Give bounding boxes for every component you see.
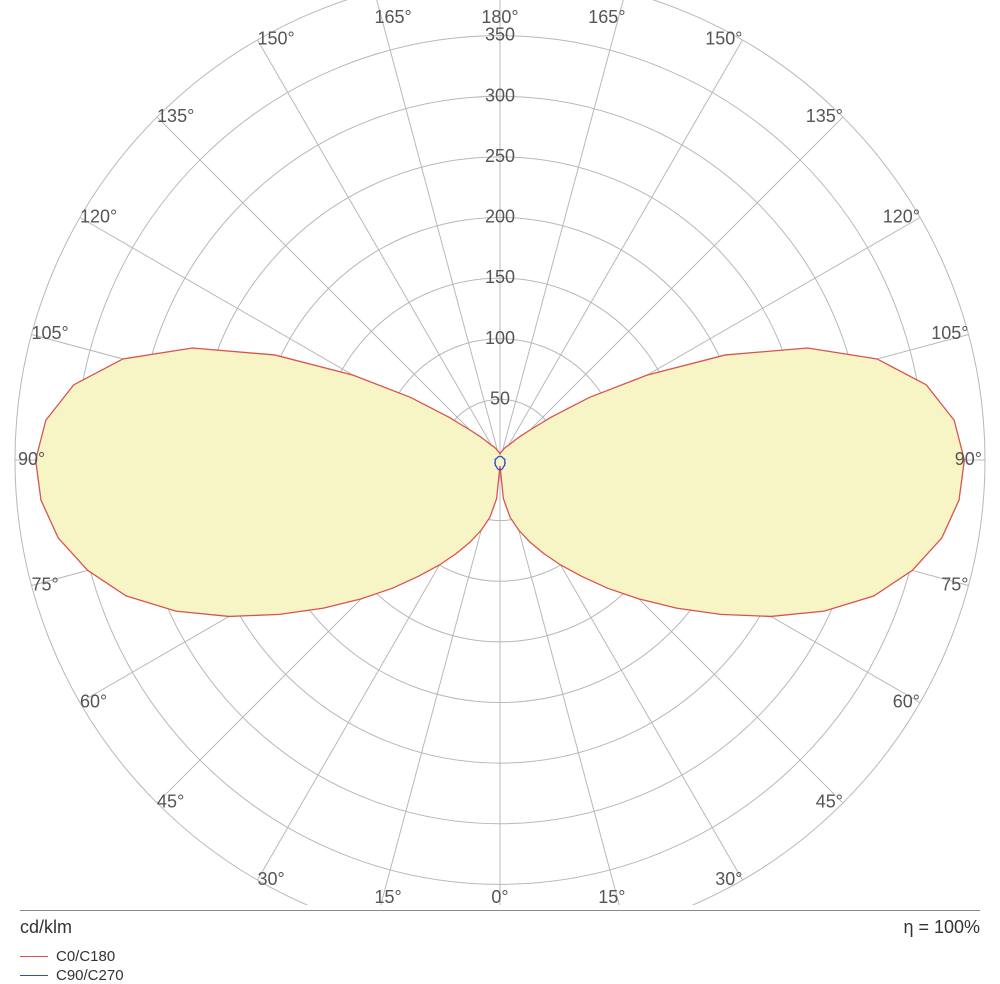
legend: C0/C180 C90/C270 — [20, 948, 1000, 984]
r-axis-label: 200 — [485, 207, 515, 227]
footer-right-label: η = 100% — [903, 917, 980, 938]
legend-swatch — [20, 975, 48, 976]
angle-axis-label: 90° — [955, 449, 982, 469]
angle-axis-label: 15° — [374, 887, 401, 905]
polar-chart-container: 50 100 150 200 250 300 350 0° 15° 15° 30° 30° 45° 45°… — [0, 0, 1000, 983]
angle-axis-label: 75° — [32, 574, 59, 594]
angle-axis-label: 180° — [481, 7, 518, 27]
legend-item-c0_c180: C0/C180 — [20, 948, 1000, 965]
angle-axis-label: 150° — [705, 29, 742, 49]
angle-axis-label: 0° — [491, 887, 508, 905]
angle-axis-label: 30° — [258, 869, 285, 889]
angle-axis-label: 135° — [806, 106, 843, 126]
angle-axis-label: 150° — [258, 29, 295, 49]
angle-axis-label: 90° — [18, 449, 45, 469]
angle-axis-label: 120° — [883, 206, 920, 226]
legend-item-c90_c270: C90/C270 — [20, 967, 1000, 984]
angle-axis-label: 15° — [598, 887, 625, 905]
legend-swatch — [20, 956, 48, 957]
legend-label: C90/C270 — [56, 967, 124, 984]
r-axis-label: 50 — [490, 388, 510, 408]
angle-axis-label: 45° — [157, 792, 184, 812]
r-axis-label: 350 — [485, 25, 515, 45]
angle-axis-label: 75° — [941, 574, 968, 594]
angle-axis-label: 30° — [715, 869, 742, 889]
footer-left-label: cd/klm — [20, 917, 72, 938]
r-axis-label: 100 — [485, 328, 515, 348]
angle-axis-label: 105° — [32, 323, 69, 343]
angle-axis-label: 135° — [157, 106, 194, 126]
angle-axis-label: 60° — [893, 691, 920, 711]
angle-axis-label: 165° — [588, 7, 625, 27]
angle-axis-label: 105° — [931, 323, 968, 343]
footer-row: cd/klm η = 100% — [20, 910, 980, 938]
legend-label: C0/C180 — [56, 948, 115, 965]
angle-axis-label: 165° — [374, 7, 411, 27]
angle-axis-label: 120° — [80, 206, 117, 226]
r-axis-label: 250 — [485, 146, 515, 166]
angle-axis-label: 45° — [816, 792, 843, 812]
polar-chart-svg: 50 100 150 200 250 300 350 0° 15° 15° 30° 30° 45° 45°… — [0, 0, 1000, 905]
angle-axis-label: 60° — [80, 691, 107, 711]
r-axis-label: 150 — [485, 267, 515, 287]
r-axis-label: 300 — [485, 85, 515, 105]
